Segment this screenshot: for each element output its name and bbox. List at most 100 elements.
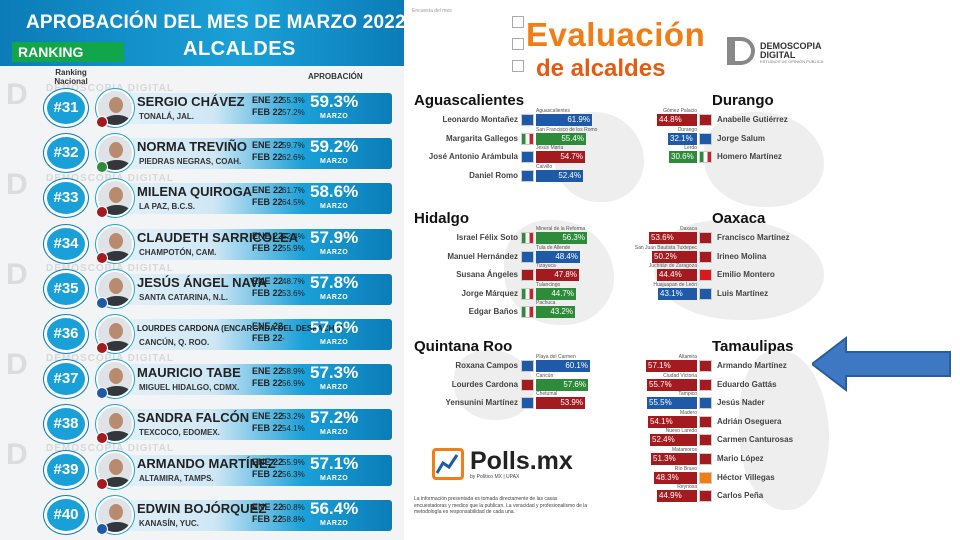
- ene-value: 60.8%: [282, 502, 305, 512]
- march-approval: 57.1%: [310, 453, 359, 473]
- city-label: Lerdo: [684, 145, 697, 151]
- ranking-nacional-label: Ranking Nacional: [54, 68, 88, 86]
- approval-bar: 48.4%: [536, 250, 580, 263]
- party-logo-icon: [699, 397, 712, 410]
- feb-value: 57.2%: [282, 108, 305, 117]
- march-label: MARZO: [320, 339, 349, 346]
- party-logo-icon: [699, 250, 712, 263]
- mayor-city: KANASÍN, YUC.: [139, 518, 199, 528]
- approval-bar: [96, 409, 392, 441]
- city-label: Playa del Carmen: [536, 354, 576, 360]
- party-logo-icon: [96, 116, 108, 128]
- city-label: Gómez Palacio: [663, 108, 697, 114]
- mayor-name: Eduardo Gattás: [717, 379, 777, 389]
- approval-bar: 43.1%: [658, 287, 697, 300]
- watermark-text: DEMOSCOPIA DIGITAL: [46, 263, 174, 274]
- city-label: Ciudad Victoria: [663, 372, 697, 379]
- approval-bar: 52.4%: [536, 169, 583, 182]
- city-label: Jesús María: [536, 145, 564, 151]
- month-label-feb: FEB 22: [252, 197, 283, 208]
- party-logo-icon: [96, 251, 108, 264]
- march-approval: 59.2%: [310, 137, 359, 157]
- mayor-name: Francisco Martínez: [717, 233, 790, 242]
- march-approval: 58.6%: [310, 182, 359, 202]
- mayor-name: CLAUDETH SARRICOLEA: [137, 229, 299, 245]
- mayor-name: Anabelle Gutiérrez: [717, 115, 788, 124]
- march-label: MARZO: [320, 384, 349, 392]
- approval-bar: 30.6%: [669, 151, 697, 163]
- mayor-name: Yensunini Martínez: [445, 398, 518, 407]
- march-label: MARZO: [320, 474, 349, 482]
- month-label-ene: ENE 22: [252, 321, 284, 331]
- rank-badge: #32: [44, 134, 88, 173]
- month-label-feb: FEB 22: [252, 513, 283, 524]
- ene-value: 59.7%: [282, 141, 305, 151]
- march-label: MARZO: [320, 113, 349, 120]
- state-title: Durango: [712, 92, 774, 109]
- checkbox-icon: [512, 60, 524, 72]
- city-label: Juchitán de Zaragoza: [648, 263, 697, 269]
- ene-value: 55.9%: [282, 457, 305, 467]
- city-label: Oaxaca: [679, 226, 697, 232]
- march-label: MARZO: [320, 519, 349, 527]
- approval-bar: [96, 319, 392, 350]
- ene-value: 55.3%: [282, 96, 305, 105]
- avatar-body: [102, 476, 132, 487]
- city-label: Tula de Allende: [536, 244, 571, 251]
- mayor-name: Jorge Márquez: [461, 288, 518, 298]
- city-label: San Francisco de los Romo: [536, 126, 598, 133]
- avatar-body: [102, 386, 132, 397]
- month-label-feb: FEB 22: [252, 287, 283, 298]
- city-label: Altamira: [678, 354, 697, 360]
- approval-bar: 57.1%: [646, 360, 697, 372]
- approval-bar: 32.1%: [668, 132, 697, 145]
- mayor-city: TEXCOCO, EDOMEX.: [139, 428, 220, 438]
- ranking-subtitle: ALCALDES: [183, 38, 296, 60]
- city-label: Río Bravo: [674, 465, 697, 472]
- city-label: Reynosa: [677, 484, 697, 491]
- feb-value: 56.9%: [282, 379, 305, 389]
- approval-bar: 54.7%: [536, 151, 585, 163]
- ranking-panel: D DEMOSCOPIA DIGITAL D DEMOSCOPIA DIGITAL D D…: [0, 0, 404, 540]
- disclaimer: La información presentada es tomada dire…: [414, 496, 588, 515]
- ranking-row: #38 SANDRA FALCÓN TEXCOCO, EDOMEX. ENE 22 FE…: [0, 404, 404, 445]
- mayor-name: José Antonio Arámbula: [428, 152, 518, 161]
- mayor-name: ARMANDO MARTÍNEZ: [137, 455, 276, 471]
- party-logo-icon: [699, 490, 712, 503]
- month-label-feb: FEB 22: [252, 468, 283, 479]
- avatar-head: [109, 458, 123, 475]
- avatar-head: [109, 368, 123, 385]
- mayor-name: Carmen Canturosas: [717, 435, 794, 445]
- watermark-text: DEMOSCOPIA DIGITAL: [46, 83, 174, 94]
- mayor-city: CANCÚN, Q. ROO.: [139, 338, 210, 347]
- ranking-row: #39 ARMANDO MARTÍNEZ ALTAMIRA, TAMPS. ENE 2…: [0, 450, 404, 490]
- ranking-banner: APROBACIÓN DEL MES DE MARZO 2022 RANKING…: [0, 0, 404, 66]
- mayor-name: Jesús Nader: [717, 398, 765, 408]
- approval-bar: 44.4%: [657, 269, 697, 281]
- party-logo-icon: [521, 269, 534, 281]
- ranking-row: #35 JESÚS ÁNGEL NAVA SANTA CATARINA, N.L. E…: [0, 269, 404, 309]
- party-logo-icon: [521, 114, 534, 126]
- party-logo-icon: [699, 434, 712, 447]
- city-label: Madero: [680, 409, 697, 416]
- mayor-name: SANDRA FALCÓN: [137, 410, 250, 426]
- party-logo-icon: [96, 432, 108, 445]
- march-label: MARZO: [320, 158, 349, 166]
- ene-value: -: [282, 322, 285, 331]
- month-label-feb: FEB 22: [252, 333, 283, 343]
- feb-value: 55.9%: [282, 243, 305, 253]
- party-logo-icon: [699, 269, 712, 281]
- mayor-name: Leonardo Montañez: [442, 115, 518, 124]
- ranking-row: #32 NORMA TREVIÑO PIEDRAS NEGRAS, COAH. ENE…: [0, 133, 404, 174]
- state-map-shape: [739, 350, 829, 510]
- approval-bar: [96, 93, 392, 124]
- polls-sub: by Político MX | UPAX: [470, 474, 520, 480]
- chart-icon: [432, 448, 464, 480]
- ranking-row: #34 CLAUDETH SARRICOLEA CHAMPOTÓN, CAM. ENE…: [0, 224, 404, 264]
- mayor-city: PIEDRAS NEGRAS, COAH.: [139, 157, 242, 167]
- avatar-body: [102, 521, 132, 532]
- mayor-name: Daniel Romo: [469, 170, 518, 180]
- mayor-city: ALTAMIRA, TAMPS.: [139, 473, 214, 483]
- city-label: Durango: [677, 126, 697, 133]
- mayor-name: SERGIO CHÁVEZ: [137, 94, 245, 109]
